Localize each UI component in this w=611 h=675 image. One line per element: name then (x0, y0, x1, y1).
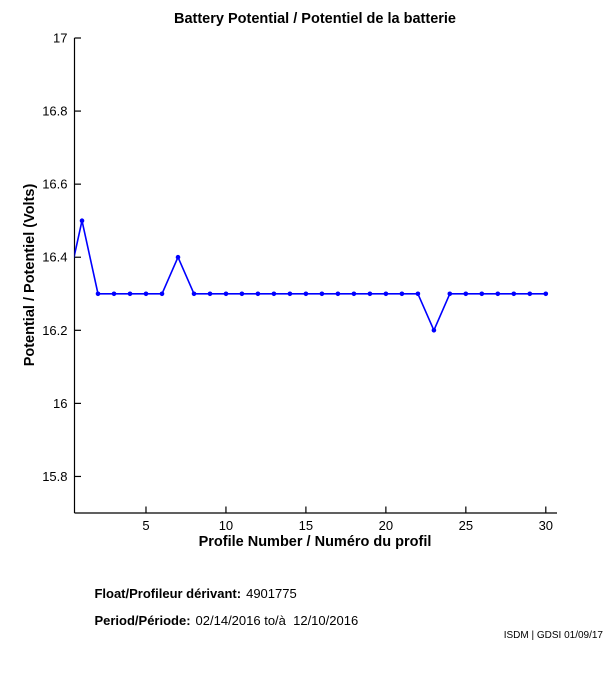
data-point-marker (367, 291, 373, 297)
data-series (64, 218, 549, 333)
data-point-marker (271, 291, 277, 297)
x-axis-label: Profile Number / Numéro du profil (199, 534, 432, 550)
y-tick-label: 16.8 (42, 104, 67, 119)
y-tick-label: 15.8 (42, 469, 67, 484)
data-point-marker (383, 291, 389, 297)
x-tick-label: 20 (379, 518, 393, 533)
data-point-marker (479, 291, 485, 297)
y-tick-label: 16.4 (42, 250, 67, 265)
period-line: Period/Période: 02/14/2016 to/à 12/10/201… (80, 598, 358, 643)
data-point-marker (127, 291, 133, 297)
data-point-marker (287, 291, 293, 297)
x-tick-label: 25 (459, 518, 473, 533)
data-point-marker (143, 291, 149, 297)
data-point-marker (303, 291, 309, 297)
data-point-marker (239, 291, 245, 297)
x-tick-label: 30 (539, 518, 553, 533)
data-point-marker (255, 291, 261, 297)
data-point-marker (79, 218, 85, 223)
float-value: 4901775 (246, 586, 297, 601)
data-point-marker (495, 291, 501, 297)
data-point-marker (527, 291, 533, 297)
period-value: 02/14/2016 to/à 12/10/2016 (195, 613, 359, 628)
x-tick-label: 5 (142, 518, 149, 533)
y-axis-label: Potential / Potentiel (Volts) (22, 184, 38, 367)
data-point-marker (463, 291, 469, 297)
data-point-marker (399, 291, 405, 297)
y-tick-label: 17 (53, 31, 67, 46)
chart-title: Battery Potential / Potentiel de la batt… (174, 11, 456, 27)
y-tick-label: 16.2 (42, 323, 67, 338)
data-point-marker (159, 291, 165, 297)
data-point-marker (511, 291, 517, 297)
data-point-marker (111, 291, 117, 297)
credit-note: ISDM | GDSI 01/09/17 (504, 630, 604, 641)
data-point-marker (335, 291, 341, 297)
y-tick-label: 16 (53, 396, 67, 411)
battery-potential-line (74, 219, 547, 332)
data-point-marker (543, 291, 549, 297)
data-point-marker (447, 291, 453, 297)
period-label: Period/Période: (94, 613, 191, 628)
data-point-marker (95, 291, 101, 297)
axes: 15.8 16 16.2 16.4 16.6 16.8 17 5 10 15 20 25 30 (42, 31, 557, 533)
data-point-marker (207, 291, 213, 297)
y-tick-label: 16.6 (42, 177, 67, 192)
data-point-marker (431, 328, 437, 333)
data-point-marker (319, 291, 325, 297)
data-point-marker (175, 254, 181, 260)
float-id-line: Float/Profileur dérivant: 4901775 (80, 571, 297, 616)
data-point-marker (351, 291, 357, 297)
x-tick-label: 15 (299, 518, 313, 533)
float-label: Float/Profileur dérivant: (94, 586, 242, 601)
data-point-marker (191, 291, 197, 297)
data-point-marker (223, 291, 229, 297)
data-point-marker (415, 291, 421, 297)
x-tick-label: 10 (219, 518, 233, 533)
data-point-marker (64, 292, 69, 297)
